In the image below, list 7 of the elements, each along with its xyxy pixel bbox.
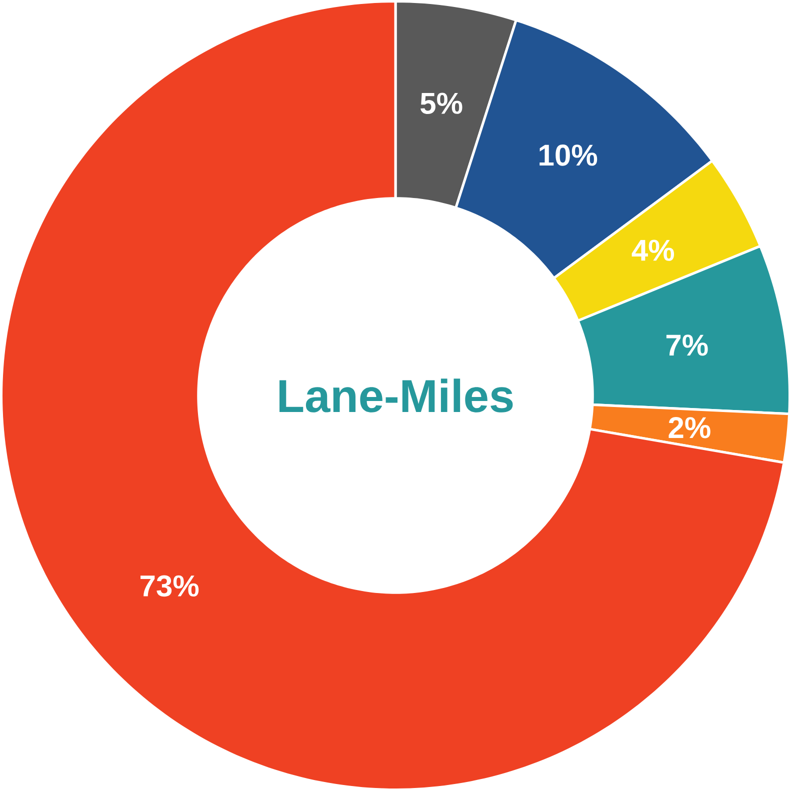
- data-label: 73%: [140, 575, 199, 597]
- data-label: 4%: [632, 240, 674, 261]
- data-label: 5%: [420, 92, 462, 114]
- data-label: 10%: [540, 144, 598, 166]
- data-label: 7%: [666, 334, 708, 356]
- text: Lane-Miles: [279, 378, 513, 412]
- data-label: 2%: [668, 417, 710, 438]
